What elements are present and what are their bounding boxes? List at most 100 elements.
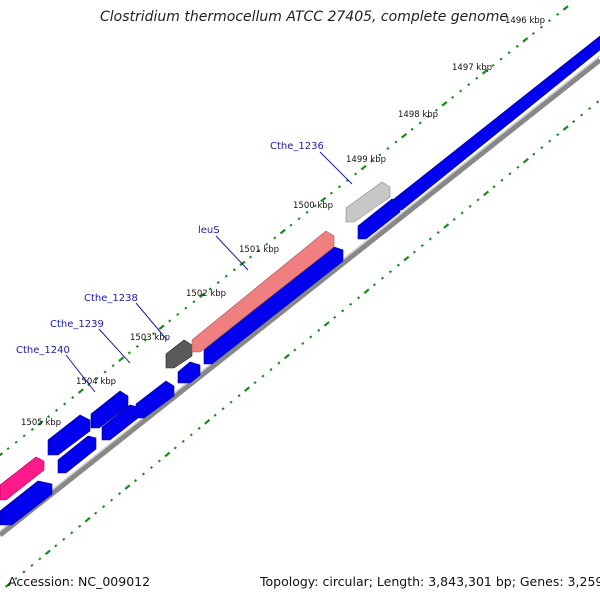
inner-tick-70 <box>562 125 569 131</box>
inner-tick-68 <box>548 139 552 143</box>
outer-tick-2 <box>14 440 18 444</box>
gene-reverse-6[interactable] <box>357 198 401 240</box>
inner-tick-74 <box>596 100 600 104</box>
scale-label-1503: 1503 kbp <box>130 333 170 343</box>
reverse-strand-genes <box>0 35 600 526</box>
inner-tick-57 <box>460 211 464 215</box>
inner-tick-42 <box>341 309 345 313</box>
gene-label-cthe-1236: Cthe_1236 <box>270 141 324 152</box>
inner-tick-37 <box>301 341 305 346</box>
inner-tick-50 <box>403 255 410 262</box>
outer-tick-63 <box>507 51 511 55</box>
inner-tick-24 <box>197 426 201 430</box>
outer-tick-14 <box>111 364 115 368</box>
inner-tick-58 <box>468 204 472 208</box>
inner-tick-45 <box>363 288 370 295</box>
gene-reverse-5[interactable] <box>203 246 344 365</box>
inner-tick-1 <box>14 576 18 581</box>
outer-tick-41 <box>329 191 333 195</box>
outer-tick-5 <box>37 420 44 426</box>
outer-tick-55 <box>441 101 448 107</box>
inner-tick-25 <box>204 419 211 425</box>
gene-reverse-1[interactable] <box>0 480 53 526</box>
outer-tick-60 <box>481 69 488 75</box>
outer-tick-26 <box>208 287 212 291</box>
outer-tick-62 <box>499 57 503 61</box>
inner-tick-54 <box>436 230 440 235</box>
inner-tick-41 <box>333 315 337 319</box>
outer-tick-69 <box>556 12 560 16</box>
outer-tick-6 <box>46 415 51 419</box>
outer-tick-7 <box>55 408 59 412</box>
scale-label-1505: 1505 kbp <box>21 418 61 428</box>
inner-tick-7 <box>62 537 66 541</box>
leader-line-cthe-1238 <box>135 302 168 341</box>
gene-leuS[interactable] <box>191 230 335 353</box>
inner-tick-20 <box>164 451 171 458</box>
scale-label-1496: 1496 kbp <box>505 16 545 26</box>
outer-tick-70 <box>562 5 569 11</box>
inner-tick-22 <box>181 439 185 443</box>
scale-label-1497: 1497 kbp <box>452 63 492 73</box>
outer-tick-46 <box>370 159 374 163</box>
outer-tick-31 <box>248 255 253 259</box>
gene-cthe-1239[interactable] <box>90 390 129 429</box>
outer-tick-18 <box>143 338 148 342</box>
inner-tick-12 <box>102 505 106 509</box>
inner-tick-59 <box>476 198 480 202</box>
outer-tick-36 <box>289 223 293 227</box>
gene-cthe-1238-blue[interactable] <box>135 380 175 419</box>
inner-tick-39 <box>317 328 321 332</box>
outer-tick-49 <box>394 140 398 144</box>
inner-tick-62 <box>500 178 504 182</box>
inner-tick-31 <box>253 381 257 385</box>
gene-cthe-1240[interactable] <box>47 414 91 456</box>
outer-tick-44 <box>354 172 358 176</box>
outer-tick-32 <box>257 249 261 253</box>
outer-tick-19 <box>151 332 156 336</box>
inner-tick-71 <box>572 120 576 124</box>
gene-reverse-4[interactable] <box>177 361 201 384</box>
outer-tick-47 <box>378 153 382 157</box>
leader-line-cthe-1240 <box>65 354 96 393</box>
inner-tick-5 <box>44 549 51 556</box>
inner-tick-30 <box>244 386 251 392</box>
inner-tick-65 <box>522 157 529 164</box>
inner-tick-44 <box>357 296 361 300</box>
gene-cthe-1236[interactable] <box>345 181 391 223</box>
gene-label-cthe-1238: Cthe_1238 <box>84 293 138 304</box>
genome-backbone <box>0 58 600 537</box>
inner-tick-49 <box>396 263 400 267</box>
inner-tick-29 <box>237 394 241 398</box>
inner-tick-21 <box>173 446 177 450</box>
gene-reverse-7[interactable] <box>393 35 600 211</box>
inner-tick-16 <box>133 479 138 483</box>
gene-cthe-1238[interactable] <box>165 339 193 369</box>
inner-tick-60 <box>483 190 490 197</box>
gene-label-cthe-1240: Cthe_1240 <box>16 345 70 356</box>
inner-tick-67 <box>540 146 544 150</box>
outer-tick-9 <box>71 395 75 400</box>
outer-tick-13 <box>103 370 107 374</box>
scale-label-1501: 1501 kbp <box>239 245 279 255</box>
outer-tick-28 <box>224 274 228 278</box>
outer-tick-12 <box>95 376 99 380</box>
outer-tick-58 <box>467 83 471 87</box>
inner-tick-38 <box>309 335 313 339</box>
gene-reverse-2[interactable] <box>57 435 97 474</box>
outer-tick-8 <box>63 402 67 406</box>
inner-tick-34 <box>277 361 281 365</box>
outer-tick-67 <box>539 25 544 29</box>
outer-tick-56 <box>450 95 455 99</box>
inner-tick-2 <box>22 570 26 574</box>
leader-line-cthe-1239 <box>98 328 131 364</box>
inner-tick-10 <box>84 516 91 523</box>
outer-tick-35 <box>279 228 286 235</box>
inner-tick-13 <box>110 498 114 502</box>
inner-tick-47 <box>380 276 385 280</box>
inner-tick-8 <box>70 531 74 535</box>
outer-tick-20 <box>158 324 165 331</box>
outer-tick-65 <box>522 37 529 43</box>
gene-cthe-1240-pink[interactable] <box>0 456 45 501</box>
